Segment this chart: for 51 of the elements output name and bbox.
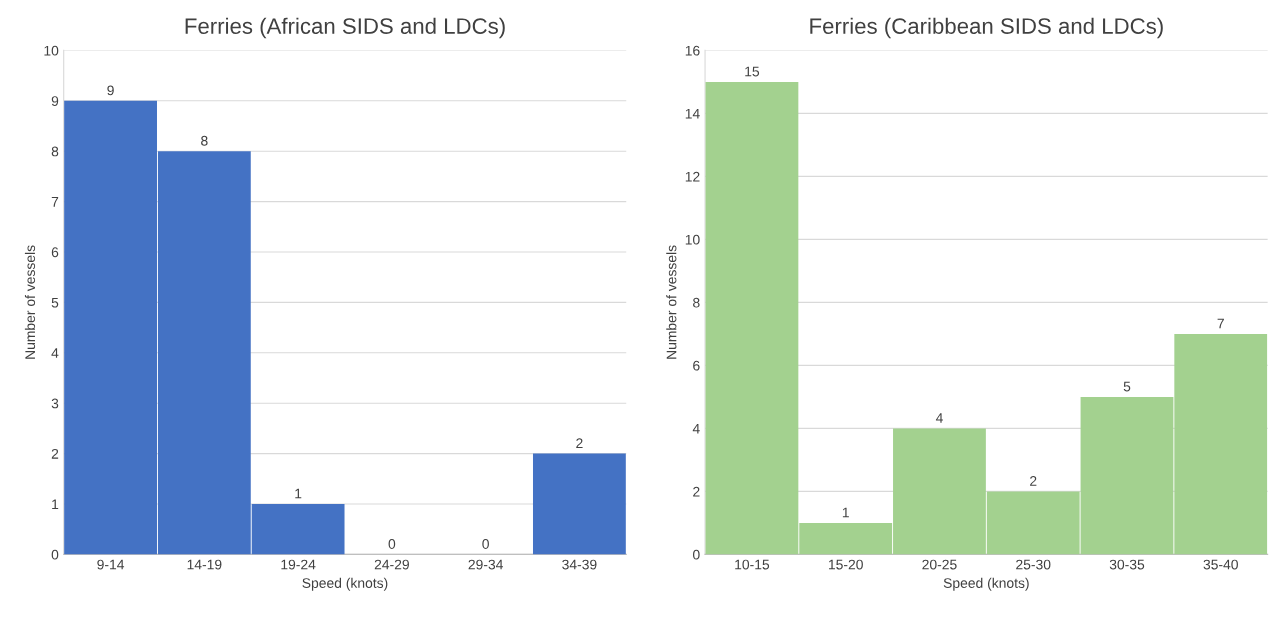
y-tick-label: 0 xyxy=(693,549,700,560)
data-label: 2 xyxy=(576,438,583,448)
y-tick-label: 3 xyxy=(51,398,59,409)
data-label: 15 xyxy=(745,66,760,77)
x-tick-label: 35-40 xyxy=(1203,559,1238,570)
y-tick-label: 16 xyxy=(685,45,700,56)
y-tick-label: 5 xyxy=(51,297,59,308)
y-tick-label: 14 xyxy=(685,108,700,119)
x-tick-label: 34-39 xyxy=(562,559,597,570)
data-label: 7 xyxy=(1217,318,1224,329)
data-label: 9 xyxy=(107,85,114,96)
y-axis-title: Number of vessels xyxy=(666,245,677,359)
y-tick-label: 8 xyxy=(693,297,700,308)
y-tick-label: 6 xyxy=(693,360,700,371)
y-tick-label: 10 xyxy=(44,45,59,56)
y-tick-label: 4 xyxy=(51,348,59,358)
data-label: 2 xyxy=(1030,476,1037,486)
chart-title: Ferries (African SIDS and LDCs) xyxy=(185,17,505,39)
y-tick-label: 0 xyxy=(51,549,59,560)
x-tick-label: 10-15 xyxy=(735,559,770,570)
data-label: 5 xyxy=(1123,381,1131,392)
y-tick-label: 7 xyxy=(51,197,59,207)
x-axis-title: Speed (knots) xyxy=(302,577,388,591)
x-tick-label: 25-30 xyxy=(1016,559,1051,570)
x-tick-label: 29-34 xyxy=(468,559,503,570)
x-axis-title: Speed (knots) xyxy=(943,577,1029,591)
data-label: 0 xyxy=(388,539,396,549)
x-tick-label: 15-20 xyxy=(828,559,863,570)
y-tick-label: 2 xyxy=(51,448,59,459)
x-tick-label: 14-19 xyxy=(187,559,222,570)
x-tick-label: 19-24 xyxy=(281,559,316,570)
y-tick-label: 6 xyxy=(51,247,59,258)
y-tick-label: 2 xyxy=(693,486,700,497)
y-tick-label: 1 xyxy=(52,499,59,510)
y-tick-label: 9 xyxy=(51,96,59,106)
x-tick-label: 9-14 xyxy=(97,559,125,570)
data-label: 0 xyxy=(482,539,489,549)
y-tick-label: 12 xyxy=(685,171,700,182)
y-axis-title: Number of vessels xyxy=(24,245,36,359)
data-label: 1 xyxy=(842,507,849,518)
data-label: 1 xyxy=(295,488,302,499)
y-tick-label: 10 xyxy=(685,234,700,245)
y-tick-label: 4 xyxy=(692,423,700,434)
y-tick-label: 8 xyxy=(51,146,59,157)
data-label: 8 xyxy=(201,135,208,146)
bar xyxy=(532,453,626,555)
x-tick-label: 20-25 xyxy=(922,559,957,570)
data-label: 4 xyxy=(935,413,943,423)
chart-title: Ferries (Caribbean SIDS and LDCs) xyxy=(810,17,1163,39)
x-tick-label: 24-29 xyxy=(374,559,409,570)
x-tick-label: 30-35 xyxy=(1109,559,1145,570)
